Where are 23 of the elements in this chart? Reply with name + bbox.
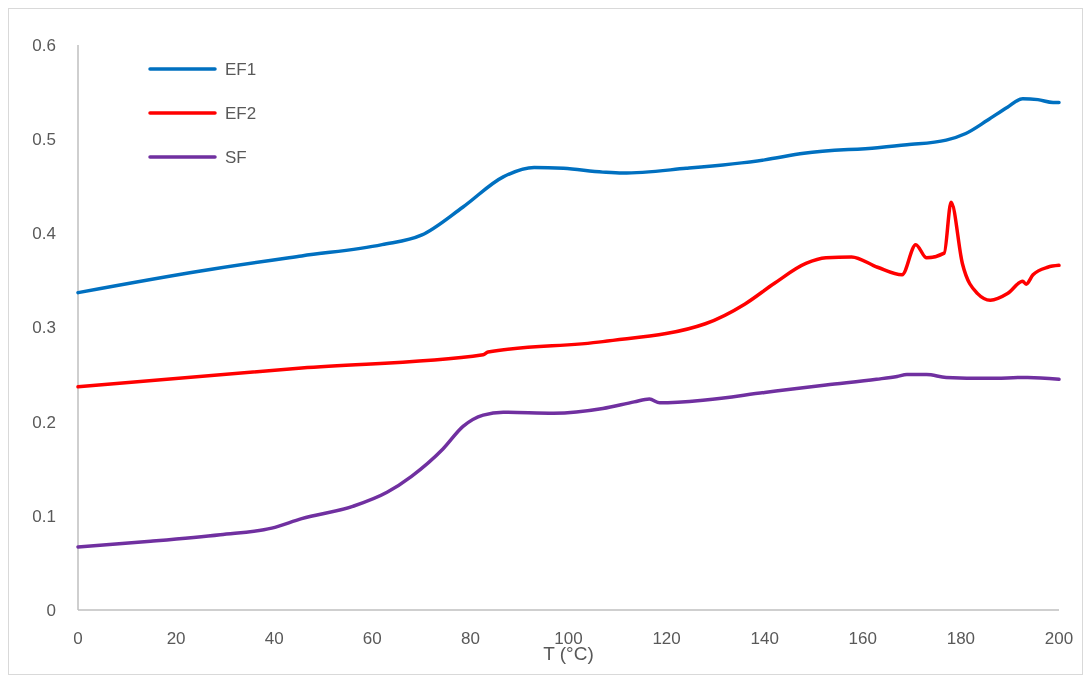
y-tick-label: 0: [46, 600, 56, 620]
line-series: [76, 200, 1061, 389]
x-tick-label: 40: [264, 629, 284, 648]
legend-label: EF1: [225, 59, 257, 79]
y-tick-label: 0.1: [32, 506, 56, 526]
y-tick-label: 0.5: [32, 130, 56, 150]
y-tick-label: 0.4: [32, 224, 56, 244]
y-tick-label: 0.6: [32, 35, 56, 55]
legend-label: EF2: [225, 103, 257, 123]
line-series: [76, 372, 1061, 549]
x-tick-label: 80: [460, 629, 480, 648]
y-tick-label: 0.2: [32, 412, 56, 432]
x-tick-label: 180: [946, 629, 976, 648]
x-tick-label: 200: [1044, 629, 1074, 648]
x-tick-label: 160: [848, 629, 877, 648]
y-tick-label: 0.3: [32, 318, 56, 338]
x-tick-label: 140: [750, 629, 779, 648]
line-series: [76, 96, 1061, 295]
legend-label: SF: [225, 147, 247, 167]
x-tick-label: 60: [362, 629, 382, 648]
x-tick-label: 0: [73, 629, 83, 648]
x-tick-label: 120: [652, 629, 681, 648]
x-tick-label: 20: [166, 629, 186, 648]
